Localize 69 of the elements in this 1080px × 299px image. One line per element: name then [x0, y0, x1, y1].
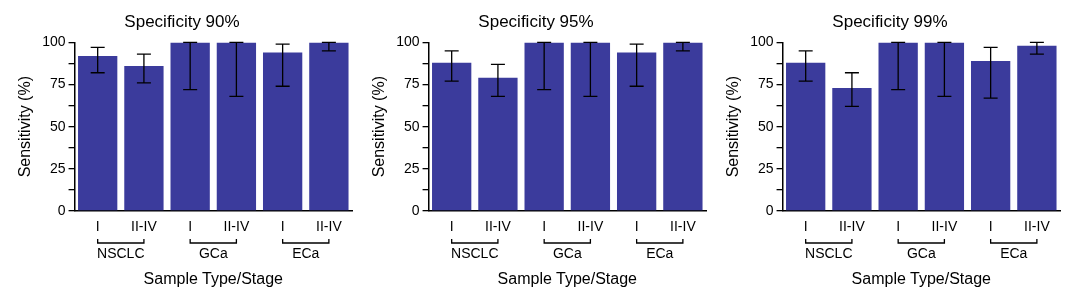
chart-title: Specificity 90%: [124, 11, 240, 31]
x-tick-label: I: [449, 218, 454, 235]
x-tick-label: II-IV: [1024, 218, 1051, 235]
text: ECa: [1000, 244, 1028, 261]
x-tick-label: II-IV: [316, 218, 343, 235]
y-tick-label: 50: [403, 117, 420, 134]
bar: [262, 52, 303, 211]
x-tick-label: I: [988, 218, 993, 235]
text: NSCLC: [97, 244, 145, 261]
bar: [216, 42, 257, 211]
text: GCa: [552, 244, 582, 261]
x-tick-label: II-IV: [670, 218, 697, 235]
bar: [78, 55, 118, 211]
chart-title: Specificity 95%: [478, 11, 594, 31]
y-tick-label: 100: [396, 33, 420, 50]
y-axis-title: Sensitivity (%): [370, 76, 388, 178]
x-tick-label: II-IV: [931, 218, 958, 235]
x-tick-label: II-IV: [839, 218, 866, 235]
bar: [832, 87, 872, 211]
x-tick-label: I: [188, 218, 193, 235]
x-tick-label: I: [95, 218, 100, 235]
bar: [432, 62, 472, 211]
y-tick-label: 50: [49, 117, 66, 134]
bar: [970, 60, 1011, 211]
bar: [478, 77, 518, 211]
y-axis-title: Sensitivity (%): [724, 76, 742, 178]
x-tick-label: II-IV: [223, 218, 250, 235]
text: NSCLC: [805, 244, 853, 261]
bar: [524, 42, 564, 211]
y-tick-label: 75: [757, 75, 774, 92]
y-axis-title: Sensitivity (%): [16, 76, 34, 178]
y-tick-label: 100: [750, 33, 774, 50]
bar: [124, 66, 164, 211]
text: ECa: [292, 244, 320, 261]
x-tick-label: I: [803, 218, 808, 235]
bar: [1017, 45, 1057, 211]
bar: [924, 42, 965, 211]
x-axis-title: Sample Type/Stage: [851, 269, 992, 287]
bar: [170, 42, 210, 211]
y-tick-label: 100: [42, 33, 66, 50]
text: GCa: [906, 244, 936, 261]
y-tick-label: 0: [57, 201, 66, 218]
y-tick-label: 75: [403, 75, 420, 92]
x-axis-title: Sample Type/Stage: [497, 269, 638, 287]
chart-title: Specificity 99%: [832, 11, 948, 31]
bar: [786, 62, 826, 211]
x-tick-label: I: [634, 218, 639, 235]
bar: [616, 52, 657, 211]
x-tick-label: I: [542, 218, 547, 235]
text: NSCLC: [451, 244, 499, 261]
y-tick-label: 25: [403, 159, 420, 176]
bar: [878, 42, 918, 211]
text: GCa: [198, 244, 228, 261]
x-tick-label: II-IV: [485, 218, 512, 235]
y-tick-label: 25: [757, 159, 774, 176]
y-tick-label: 0: [411, 201, 420, 218]
x-tick-label: I: [280, 218, 285, 235]
bar: [570, 42, 611, 211]
x-tick-label: II-IV: [131, 218, 158, 235]
x-tick-label: I: [896, 218, 901, 235]
x-tick-label: II-IV: [577, 218, 604, 235]
text: ECa: [646, 244, 674, 261]
y-tick-label: 75: [49, 75, 66, 92]
y-tick-label: 25: [49, 159, 66, 176]
x-axis-title: Sample Type/Stage: [143, 269, 284, 287]
bar: [663, 42, 703, 211]
y-tick-label: 0: [765, 201, 774, 218]
bar: [309, 42, 349, 211]
y-tick-label: 50: [757, 117, 774, 134]
